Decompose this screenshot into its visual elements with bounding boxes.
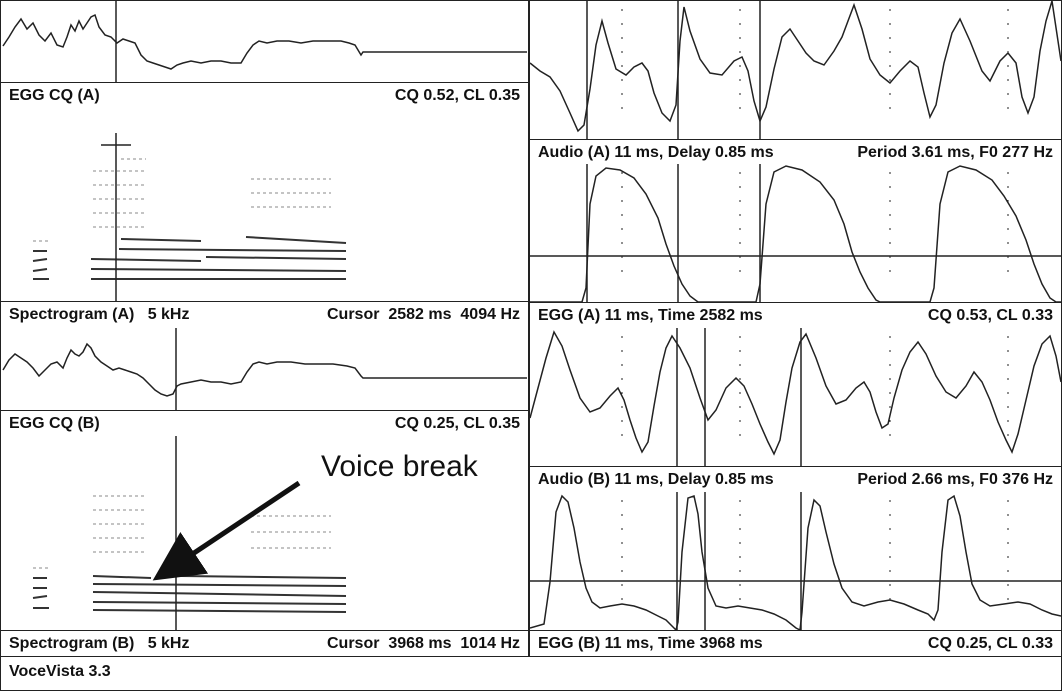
audio-b-waveform xyxy=(530,328,1061,466)
status-bar: VoceVista 3.3 xyxy=(1,656,1061,690)
egg-b-label-bar: EGG (B) 11 ms, Time 3968 ms CQ 0.25, CL … xyxy=(530,630,1061,656)
spectrogram-a-readout: Cursor 2582 ms 4094 Hz xyxy=(327,306,520,323)
egg-cq-b-readout: CQ 0.25, CL 0.35 xyxy=(394,415,520,432)
audio-a-panel[interactable]: Audio (A) 11 ms, Delay 0.85 ms Period 3.… xyxy=(530,1,1061,164)
audio-b-title: Audio (B) 11 ms, Delay 0.85 ms xyxy=(538,471,774,488)
egg-a-label-bar: EGG (A) 11 ms, Time 2582 ms CQ 0.53, CL … xyxy=(530,302,1061,328)
audio-b-label-bar: Audio (B) 11 ms, Delay 0.85 ms Period 2.… xyxy=(530,466,1061,492)
egg-cq-b-trace xyxy=(2,328,527,410)
egg-b-readout: CQ 0.25, CL 0.33 xyxy=(927,635,1053,652)
egg-cq-b-label-bar: EGG CQ (B) CQ 0.25, CL 0.35 xyxy=(1,410,528,436)
egg-cq-a-trace xyxy=(2,1,527,83)
voice-break-annotation: Voice break xyxy=(321,450,478,483)
audio-a-title: Audio (A) 11 ms, Delay 0.85 ms xyxy=(538,144,774,161)
egg-a-panel[interactable]: EGG (A) 11 ms, Time 2582 ms CQ 0.53, CL … xyxy=(530,164,1061,328)
column-divider[interactable] xyxy=(528,1,530,656)
egg-a-readout: CQ 0.53, CL 0.33 xyxy=(927,307,1053,324)
egg-b-waveform xyxy=(530,492,1061,630)
egg-b-title: EGG (B) 11 ms, Time 3968 ms xyxy=(538,635,763,652)
spectrogram-b-readout: Cursor 3968 ms 1014 Hz xyxy=(327,635,520,652)
audio-b-panel[interactable]: Audio (B) 11 ms, Delay 0.85 ms Period 2.… xyxy=(530,328,1061,492)
app-version: VoceVista 3.3 xyxy=(9,663,111,680)
egg-cq-a-readout: CQ 0.52, CL 0.35 xyxy=(394,87,520,104)
audio-a-waveform xyxy=(530,1,1061,139)
egg-cq-b-panel[interactable]: EGG CQ (B) CQ 0.25, CL 0.35 xyxy=(1,328,528,436)
audio-b-readout: Period 2.66 ms, F0 376 Hz xyxy=(857,471,1053,488)
spectrogram-b-panel[interactable]: Spectrogram (B) 5 kHz Cursor 3968 ms 101… xyxy=(1,436,528,656)
spectrogram-b-title: Spectrogram (B) 5 kHz xyxy=(9,635,190,652)
spectrogram-b-label-bar: Spectrogram (B) 5 kHz Cursor 3968 ms 101… xyxy=(1,630,528,656)
egg-cq-a-title: EGG CQ (A) xyxy=(9,87,100,104)
egg-a-waveform xyxy=(530,164,1061,302)
spectrogram-b-image xyxy=(32,436,347,630)
spectrogram-a-image xyxy=(32,133,347,301)
egg-cq-b-title: EGG CQ (B) xyxy=(9,415,100,432)
egg-cq-a-panel[interactable]: EGG CQ (A) CQ 0.52, CL 0.35 xyxy=(1,1,528,109)
egg-a-title: EGG (A) 11 ms, Time 2582 ms xyxy=(538,307,763,324)
audio-a-readout: Period 3.61 ms, F0 277 Hz xyxy=(857,144,1053,161)
egg-cq-a-label-bar: EGG CQ (A) CQ 0.52, CL 0.35 xyxy=(1,82,528,109)
spectrogram-a-panel[interactable]: Spectrogram (A) 5 kHz Cursor 2582 ms 409… xyxy=(1,109,528,327)
audio-a-label-bar: Audio (A) 11 ms, Delay 0.85 ms Period 3.… xyxy=(530,139,1061,164)
spectrogram-a-label-bar: Spectrogram (A) 5 kHz Cursor 2582 ms 409… xyxy=(1,301,528,327)
spectrogram-a-title: Spectrogram (A) 5 kHz xyxy=(9,306,190,323)
egg-b-panel[interactable]: EGG (B) 11 ms, Time 3968 ms CQ 0.25, CL … xyxy=(530,492,1061,656)
